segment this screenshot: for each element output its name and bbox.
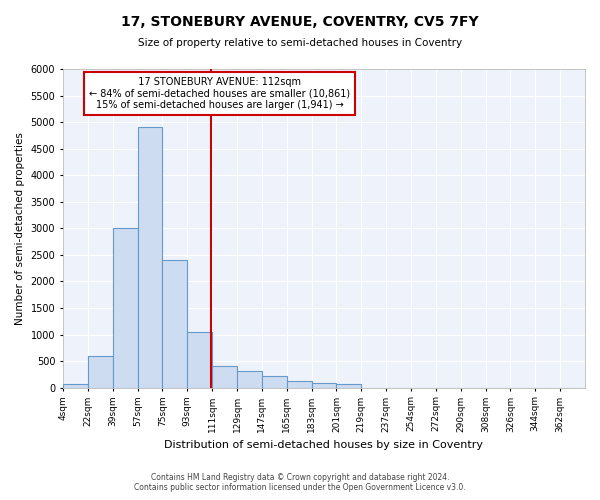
- Bar: [337, 384, 361, 388]
- Bar: [311, 383, 337, 388]
- Bar: [163, 260, 187, 388]
- Text: Contains HM Land Registry data © Crown copyright and database right 2024.
Contai: Contains HM Land Registry data © Crown c…: [134, 473, 466, 492]
- Text: 17, STONEBURY AVENUE, COVENTRY, CV5 7FY: 17, STONEBURY AVENUE, COVENTRY, CV5 7FY: [121, 15, 479, 29]
- Bar: [63, 384, 88, 388]
- Text: Size of property relative to semi-detached houses in Coventry: Size of property relative to semi-detach…: [138, 38, 462, 48]
- Bar: [237, 371, 262, 388]
- Bar: [88, 356, 113, 388]
- Bar: [262, 376, 287, 388]
- Y-axis label: Number of semi-detached properties: Number of semi-detached properties: [15, 132, 25, 325]
- Bar: [187, 332, 212, 388]
- Text: 17 STONEBURY AVENUE: 112sqm  
← 84% of semi-detached houses are smaller (10,861): 17 STONEBURY AVENUE: 112sqm ← 84% of sem…: [89, 77, 350, 110]
- Bar: [113, 228, 137, 388]
- Bar: [287, 380, 311, 388]
- Bar: [212, 366, 237, 388]
- Bar: [137, 128, 163, 388]
- X-axis label: Distribution of semi-detached houses by size in Coventry: Distribution of semi-detached houses by …: [164, 440, 484, 450]
